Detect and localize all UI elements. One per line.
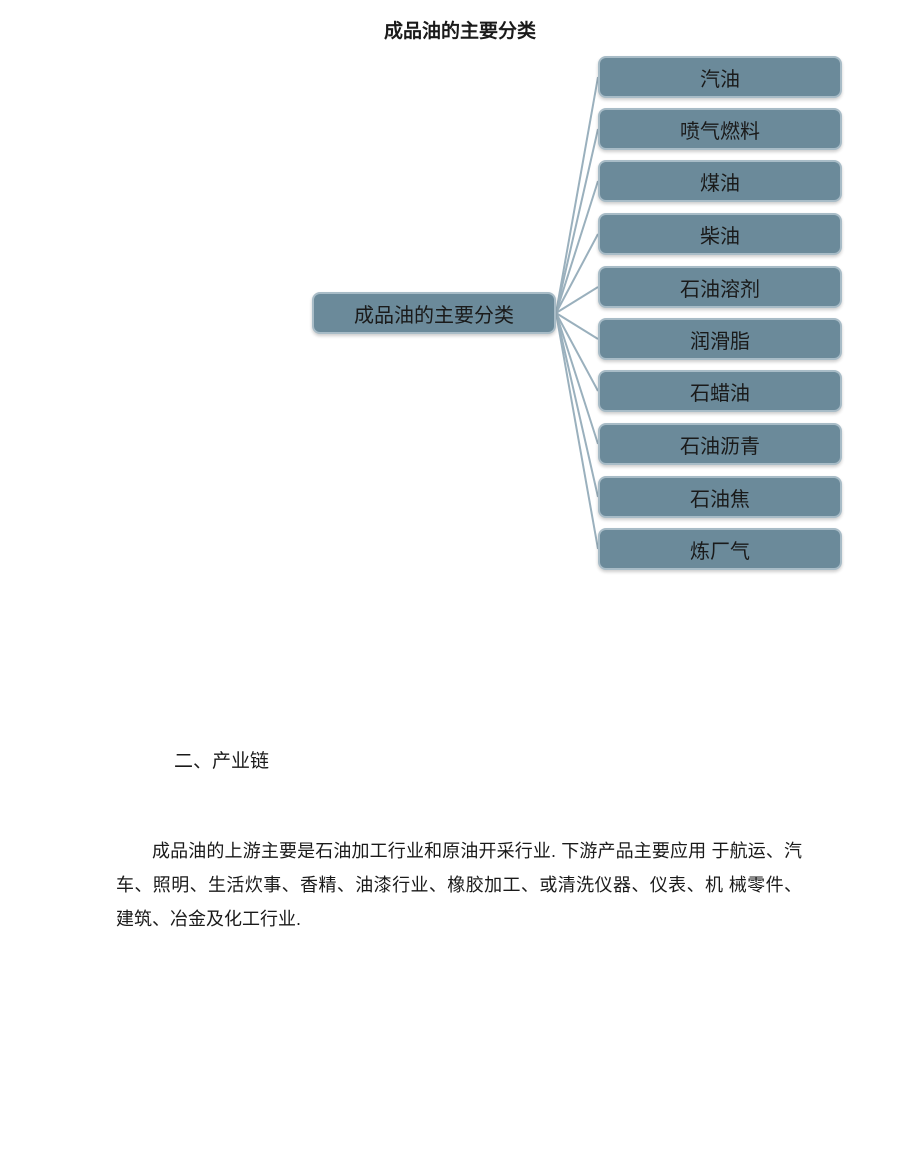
child-node-7: 石油沥青 [598, 423, 842, 465]
child-node-6: 石蜡油 [598, 370, 842, 412]
child-node-1: 喷气燃料 [598, 108, 842, 150]
child-node-2: 煤油 [598, 160, 842, 202]
child-node-9: 炼厂气 [598, 528, 842, 570]
root-node: 成品油的主要分类 [312, 292, 556, 334]
child-node-4: 石油溶剂 [598, 266, 842, 308]
classification-diagram: 成品油的主要分类 汽油喷气燃料煤油柴油石油溶剂润滑脂石蜡油石油沥青石油焦炼厂气 [312, 50, 852, 580]
section-2-paragraph: 成品油的上游主要是石油加工行业和原油开采行业. 下游产品主要应用 于航运、汽车、… [116, 834, 802, 936]
child-node-5: 润滑脂 [598, 318, 842, 360]
child-node-0: 汽油 [598, 56, 842, 98]
child-node-8: 石油焦 [598, 476, 842, 518]
child-node-3: 柴油 [598, 213, 842, 255]
section-2-heading: 二、产业链 [174, 746, 269, 773]
page-title: 成品油的主要分类 [0, 16, 920, 43]
